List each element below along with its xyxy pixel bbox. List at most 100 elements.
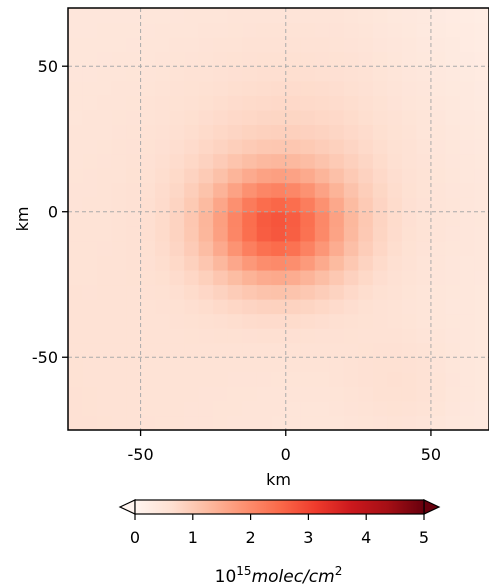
heatmap-cell (329, 255, 345, 271)
heatmap-cell (343, 313, 359, 329)
heatmap-cell (329, 269, 345, 286)
heatmap-cell (242, 168, 258, 184)
heatmap-cell (68, 313, 84, 329)
heatmap-cell (82, 197, 98, 213)
heatmap-cell (97, 197, 113, 213)
heatmap-cell (285, 313, 301, 329)
heatmap-cell (285, 138, 301, 155)
heatmap-cell (140, 240, 156, 256)
heatmap-cell (300, 168, 316, 184)
heatmap-cell (155, 269, 171, 286)
heatmap-cell (140, 182, 156, 198)
heatmap-cell (285, 226, 301, 242)
heatmap-cell (430, 124, 447, 140)
heatmap-cell (459, 182, 476, 198)
heatmap-cell (271, 8, 287, 24)
heatmap-cell (300, 386, 316, 402)
heatmap-cell (459, 371, 476, 387)
heatmap-cell (372, 138, 388, 155)
heatmap-cell (387, 80, 403, 96)
heatmap-cell (82, 168, 98, 184)
heatmap-cell (242, 182, 258, 198)
heatmap-cell (111, 415, 127, 430)
heatmap-cell (314, 299, 330, 315)
heatmap-cell (184, 138, 200, 155)
heatmap-cell (445, 400, 461, 417)
heatmap-cell (358, 255, 374, 271)
heatmap-cell (445, 342, 461, 358)
heatmap-cell (155, 51, 171, 67)
heatmap-cell (314, 168, 330, 184)
heatmap-cell (227, 284, 243, 300)
heatmap-cell (430, 182, 447, 198)
heatmap-cell (184, 51, 200, 67)
heatmap-cell (416, 240, 432, 256)
heatmap-cell (126, 182, 142, 198)
heatmap-cell (140, 226, 156, 242)
heatmap-cell (285, 211, 301, 227)
heatmap-cell (416, 153, 432, 169)
heatmap-cell (401, 313, 418, 329)
heatmap-cell (430, 313, 447, 329)
heatmap-cell (329, 182, 345, 198)
heatmap-cell (445, 299, 461, 315)
heatmap-cell (372, 66, 388, 82)
heatmap-cell (387, 124, 403, 140)
heatmap-cell (198, 342, 214, 358)
heatmap-cell (285, 8, 301, 24)
heatmap-cell (445, 357, 461, 373)
heatmap-cell (271, 415, 287, 430)
heatmap-cell (430, 269, 447, 286)
heatmap-cell (474, 80, 489, 96)
heatmap-cell (256, 8, 272, 24)
colorbar-gradient (134, 499, 425, 515)
heatmap-cell (300, 109, 316, 126)
heatmap-cell (285, 51, 301, 67)
heatmap-cell (416, 22, 432, 38)
heatmap-cell (169, 269, 185, 286)
heatmap-cell (82, 80, 98, 96)
heatmap-cell (140, 138, 156, 155)
heatmap-cell (474, 37, 489, 53)
heatmap-cell (387, 400, 403, 417)
heatmap-cell (184, 400, 200, 417)
heatmap-cell (459, 22, 476, 38)
heatmap-cell (358, 109, 374, 126)
heatmap-cell (213, 182, 229, 198)
heatmap-cell (155, 37, 171, 53)
heatmap-cell (155, 8, 171, 24)
heatmap-cell (387, 240, 403, 256)
heatmap-cell (82, 37, 98, 53)
heatmap-cell (300, 328, 316, 344)
heatmap-cell (68, 124, 84, 140)
heatmap-cell (416, 400, 432, 417)
grid-lines (68, 8, 489, 430)
heatmap-cell (198, 37, 214, 53)
heatmap-cell (474, 109, 489, 126)
heatmap-cell (97, 284, 113, 300)
heatmap-cell (68, 357, 84, 373)
heatmap-cell (430, 211, 447, 227)
heatmap-cell (459, 226, 476, 242)
heatmap-cell (343, 386, 359, 402)
heatmap-cell (358, 197, 374, 213)
heatmap-cell (474, 400, 489, 417)
heatmap-cell (126, 240, 142, 256)
heatmap-cell (271, 80, 287, 96)
x-axis-ticks: -50 0 50 (128, 430, 441, 464)
heatmap-cell (416, 226, 432, 242)
heatmap-cell (140, 22, 156, 38)
heatmap-cell (242, 153, 258, 169)
heatmap-cell (343, 66, 359, 82)
heatmap-cell (155, 153, 171, 169)
heatmap-cell (416, 80, 432, 96)
heatmap-cell (271, 124, 287, 140)
heatmap-cell (184, 226, 200, 242)
heatmap-cell (169, 124, 185, 140)
heatmap-cell (285, 37, 301, 53)
heatmap-cell (343, 153, 359, 169)
heatmap-cell (474, 211, 489, 227)
heatmap-cell (314, 415, 330, 430)
heatmap-cell (155, 226, 171, 242)
heatmap-cell (445, 8, 461, 24)
